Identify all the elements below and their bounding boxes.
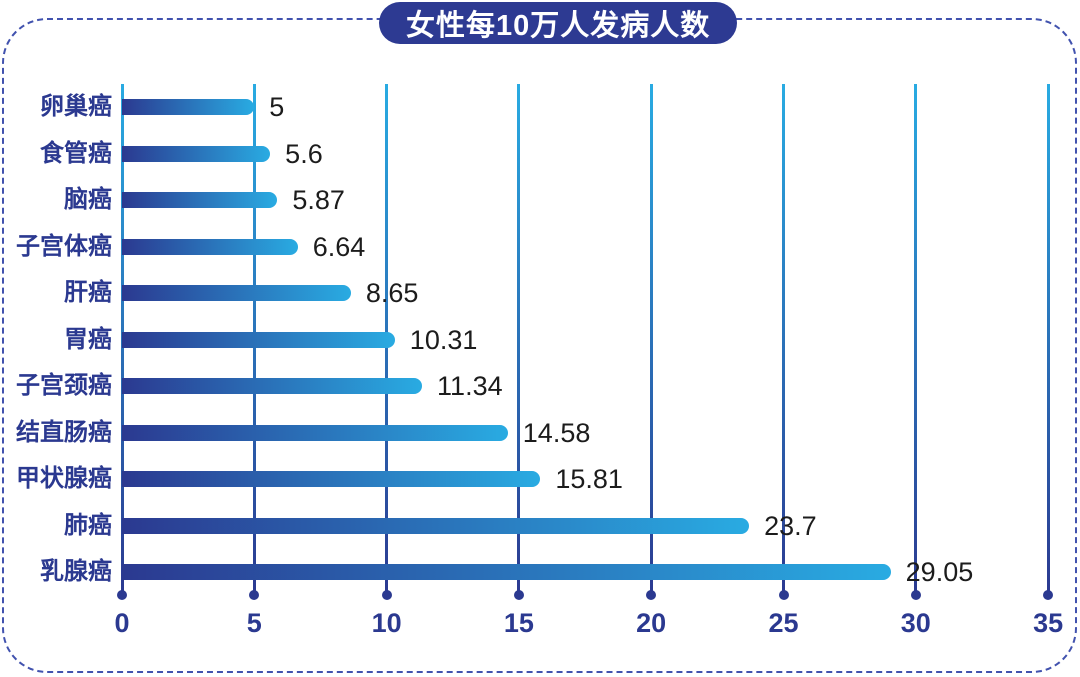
value-label: 6.64 — [312, 231, 366, 262]
gridline-end-dot — [381, 590, 392, 600]
bar-5 — [122, 285, 351, 301]
gridline-x-30 — [910, 84, 921, 600]
bar-9 — [122, 471, 541, 487]
gridline-end-dot — [1043, 590, 1054, 600]
category-label: 子宫颈癌 — [16, 372, 112, 399]
gridline-end-dot — [778, 590, 789, 600]
bar-8 — [122, 424, 508, 441]
category-label: 脑癌 — [64, 186, 112, 213]
x-tick-label-35: 35 — [1033, 608, 1064, 638]
gridline-end-dot — [910, 590, 921, 600]
value-label: 8.65 — [365, 278, 419, 308]
chart-title: 女性每10万人发病人数 — [406, 10, 711, 42]
bar-7 — [122, 378, 423, 394]
category-label: 卵巢癌 — [40, 93, 112, 120]
value-label: 29.05 — [905, 557, 974, 587]
gridline-end-dot — [646, 590, 657, 600]
category-label: 甲状腺癌 — [16, 465, 112, 492]
bar-11 — [122, 564, 891, 580]
value-label: 5.87 — [292, 185, 345, 215]
value-label: 10.31 — [409, 324, 478, 355]
gridline-end-dot — [117, 590, 127, 600]
category-label: 胃癌 — [64, 325, 112, 353]
bar-4 — [122, 238, 298, 255]
value-label: 14.58 — [522, 417, 591, 448]
value-label: 11.34 — [437, 371, 503, 401]
gridline-x-20 — [646, 84, 657, 600]
category-label: 肺癌 — [64, 511, 112, 539]
bar-6 — [122, 331, 395, 348]
category-label: 食管癌 — [40, 139, 112, 167]
value-label: 5 — [269, 92, 285, 122]
x-tick-label-30: 30 — [900, 608, 931, 638]
category-label: 子宫体癌 — [16, 232, 112, 260]
category-label: 乳腺癌 — [40, 558, 112, 585]
value-label: 5.6 — [285, 138, 323, 169]
value-label: 23.7 — [764, 510, 817, 541]
gridline-x-35 — [1043, 84, 1054, 600]
gridline-end-dot — [249, 590, 260, 600]
x-tick-label-5: 5 — [246, 608, 262, 638]
gridline-x-25 — [778, 84, 789, 600]
gridline-x-15 — [513, 84, 524, 600]
x-tick-label-25: 25 — [768, 608, 799, 638]
gridline-end-dot — [513, 590, 524, 600]
category-label: 肝癌 — [64, 279, 112, 306]
bar-3 — [122, 192, 278, 208]
chart-title-pill: 女性每10万人发病人数 — [379, 2, 738, 44]
bar-1 — [122, 99, 255, 115]
category-label: 结直肠癌 — [16, 418, 112, 446]
bar-2 — [122, 145, 271, 162]
x-tick-label-15: 15 — [503, 608, 534, 638]
x-tick-label-0: 0 — [114, 608, 130, 638]
value-label: 15.81 — [555, 464, 623, 494]
bar-10 — [122, 517, 750, 534]
x-tick-label-20: 20 — [636, 608, 667, 638]
x-tick-label-10: 10 — [371, 608, 402, 638]
